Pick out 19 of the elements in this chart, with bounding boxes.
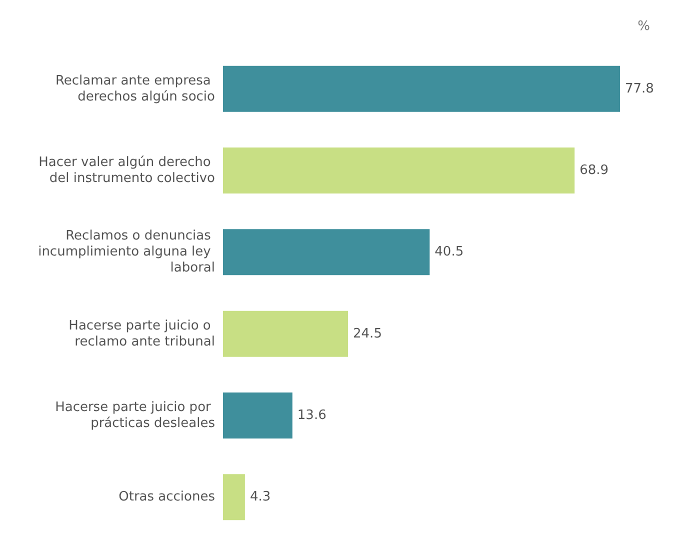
y-tick-label: Hacer valer algún derecho del instrumento colectivo bbox=[38, 155, 216, 186]
y-tick-label: Reclamar ante empresa derechos algún socio bbox=[55, 73, 216, 104]
text: % bbox=[638, 19, 650, 34]
y-tick-label: Hacerse parte juicio por prácticas desleales bbox=[55, 400, 216, 431]
bar bbox=[223, 229, 430, 276]
data-label: 13.6 bbox=[297, 408, 326, 423]
data-label: 40.5 bbox=[434, 244, 464, 260]
data-label: 68.9 bbox=[580, 163, 609, 178]
y-tick-label: Reclamos o denuncias incumplimiento alguna ley laboral bbox=[38, 228, 215, 276]
data-label: 4.3 bbox=[250, 490, 271, 505]
bar bbox=[223, 148, 575, 194]
bar bbox=[223, 474, 245, 520]
y-tick-label: Otras acciones bbox=[118, 490, 216, 505]
bar bbox=[223, 310, 348, 357]
bar bbox=[223, 392, 292, 438]
y-tick-label: Hacerse parte juicio o reclamo ante tribunal bbox=[68, 318, 215, 350]
bar bbox=[223, 66, 620, 112]
data-label: 77.8 bbox=[625, 81, 654, 96]
data-label: 24.5 bbox=[353, 326, 382, 342]
